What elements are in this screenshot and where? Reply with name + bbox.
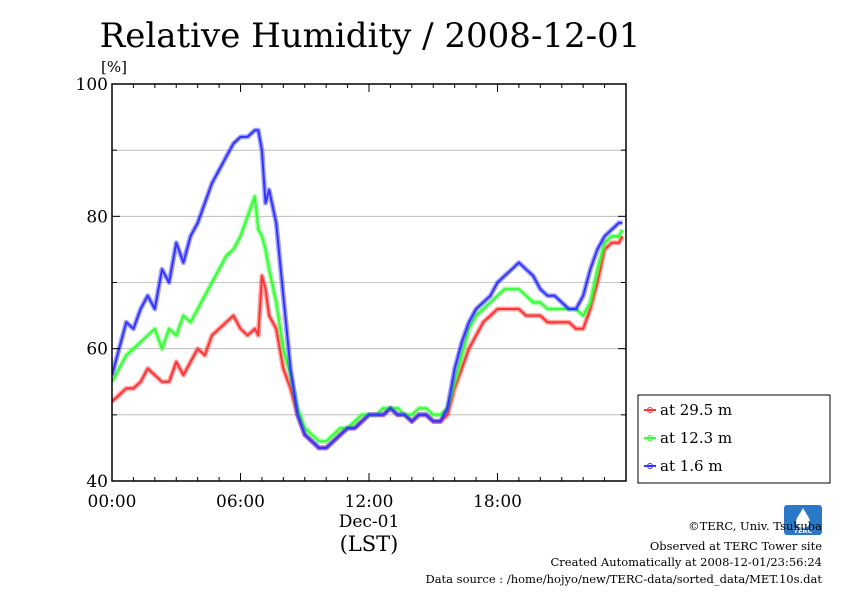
legend-box (637, 394, 831, 484)
series-line-3 (112, 129, 623, 449)
legend-marker (647, 463, 653, 469)
x-tick-label: 06:00 (216, 492, 265, 512)
x-tick-label: 18:00 (473, 492, 522, 512)
series-band-3 (112, 127, 623, 451)
y-tick-label: 80 (86, 207, 108, 227)
x-date-label: Dec-01 (339, 512, 400, 532)
legend-marker (647, 407, 653, 413)
logo-text: TERC (794, 527, 813, 535)
legend-label: at 29.5 m (660, 401, 732, 419)
credit-observed: Observed at TERC Tower site (650, 539, 822, 553)
x-axis-label: (LST) (340, 532, 399, 556)
series-line-2 (112, 195, 624, 443)
legend-label: at 12.3 m (660, 429, 732, 447)
grid-lines (112, 149, 626, 416)
credit-copyright: ©TERC, Univ. Tsukuba (688, 519, 822, 533)
water-drop-icon (796, 508, 810, 528)
y-tick-label: 100 (76, 75, 108, 95)
x-tick-label: 00:00 (88, 492, 137, 512)
y-tick-label: 40 (86, 472, 108, 492)
x-tick-label: 12:00 (345, 492, 394, 512)
credit-source: Data source : /home/hojyo/new/TERC-data/… (425, 572, 822, 586)
y-tick-label: 60 (86, 340, 108, 360)
credit-created: Created Automatically at 2008-12-01/23:5… (551, 555, 823, 569)
legend: at 29.5 m at 12.3 m at 1.6 m (637, 394, 831, 484)
series-lines (112, 127, 625, 451)
legend-label: at 1.6 m (660, 457, 723, 475)
y-axis-label: [%] (101, 58, 127, 76)
axis-ticks: 40 60 80 100 00:00 06:00 12:00 18:00 (76, 75, 627, 512)
terc-logo: TERC (784, 505, 822, 535)
chart-title: Relative Humidity / 2008-12-01 (100, 16, 641, 56)
legend-marker (647, 435, 653, 441)
